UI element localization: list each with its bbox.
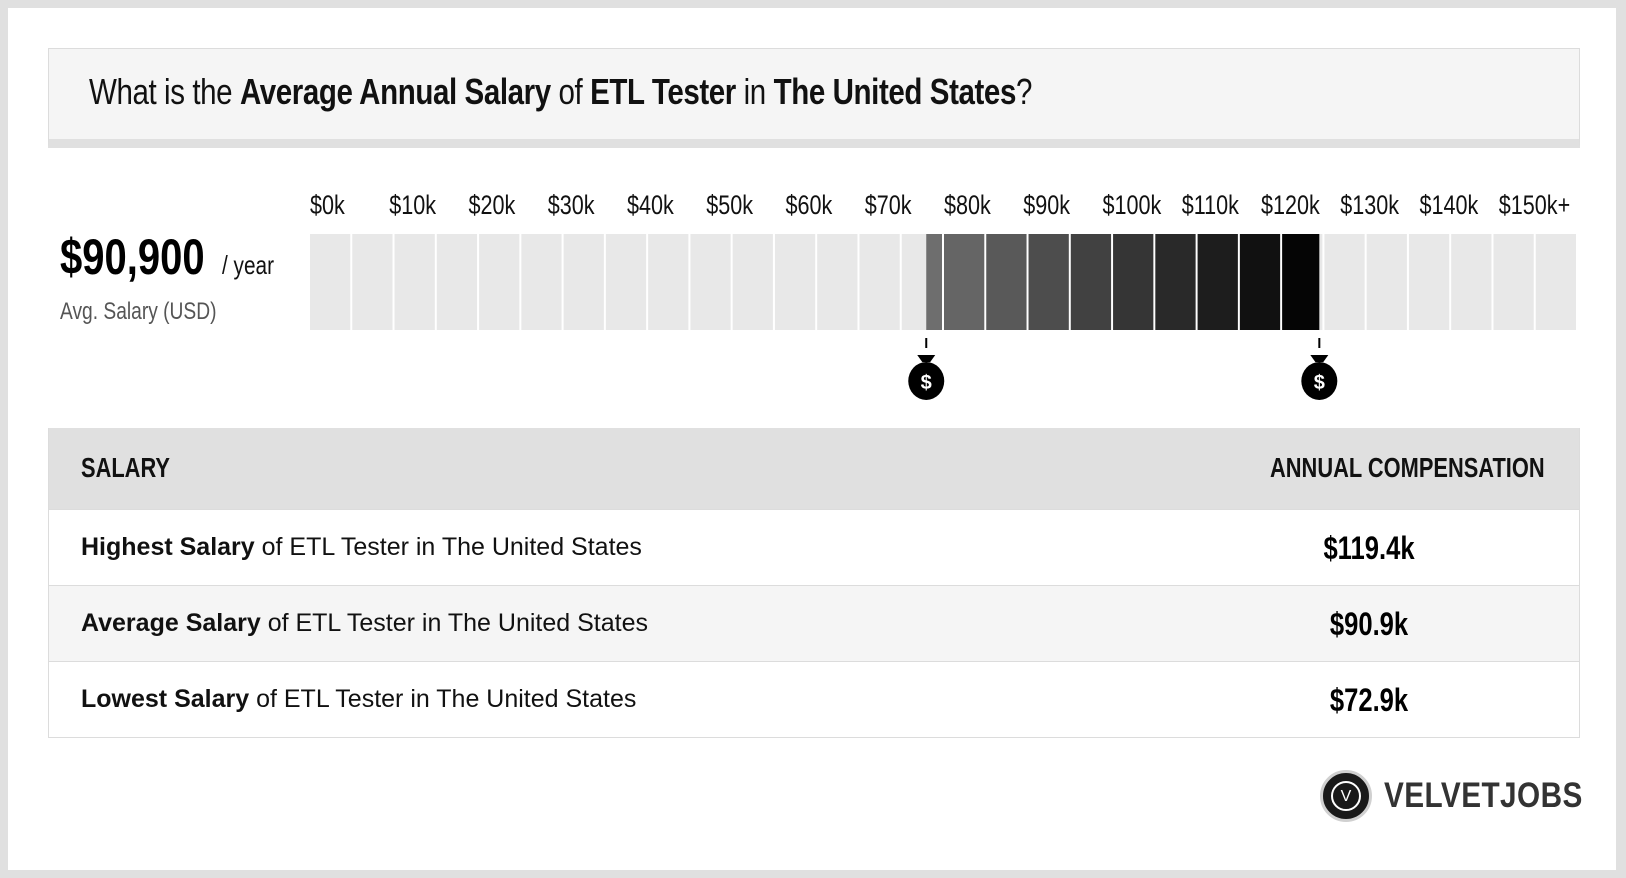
tick-label: $70k [865, 191, 913, 221]
row-value: $119.4k [1323, 530, 1415, 566]
chart-range-segment [1028, 234, 1069, 330]
average-salary-value: $90,900 [60, 229, 205, 285]
chart-range-segment [944, 234, 985, 330]
chart-segment [859, 234, 900, 330]
chart-segment [648, 234, 689, 330]
tick-label: $50k [706, 191, 754, 221]
header-annual-compensation: ANNUAL COMPENSATION [1270, 452, 1545, 483]
tick-label: $150k+ [1499, 191, 1570, 221]
tick-label: $40k [627, 191, 675, 221]
row-value: $72.9k [1329, 682, 1409, 718]
tick-label: $0k [310, 191, 345, 221]
row-label: Highest Salary of ETL Tester in The Unit… [81, 533, 642, 562]
tick-label: $140k [1420, 191, 1480, 221]
tick-label: $30k [548, 191, 596, 221]
chart-segment [563, 234, 604, 330]
money-bag-symbol: $ [1314, 372, 1325, 394]
money-bag-icon: $ [1301, 338, 1338, 400]
title-bold-salary: Average Annual Salary [239, 71, 551, 112]
tick-label: $60k [786, 191, 834, 221]
chart-segment [1324, 234, 1365, 330]
chart-range-segment [1070, 234, 1112, 330]
chart-segment [352, 234, 393, 330]
row-label-bold: Lowest Salary [81, 685, 250, 713]
tick-label: $120k [1261, 191, 1321, 221]
tick-label: $90k [1023, 191, 1071, 221]
title-prefix: What is the [89, 71, 240, 112]
chart-range-segment [1113, 234, 1154, 330]
header-salary: SALARY [81, 452, 170, 483]
tick-label: $110k [1182, 191, 1240, 221]
row-label: Lowest Salary of ETL Tester in The Unite… [81, 685, 636, 714]
chart-segment [310, 234, 351, 330]
money-bag-icon: $ [908, 338, 945, 400]
chart-segment [1535, 234, 1576, 330]
chart-range-segment [1239, 234, 1281, 330]
chart-segment [521, 234, 562, 330]
tick-label: $130k [1340, 191, 1400, 221]
row-label-bold: Average Salary [81, 609, 261, 637]
title-suffix: ? [1015, 71, 1032, 112]
row-label-rest: of ETL Tester in The United States [260, 609, 648, 637]
chart-segment [605, 234, 647, 330]
tick-label: $10k [389, 191, 437, 221]
average-salary-label: Avg. Salary (USD) [60, 298, 217, 325]
chart-segment [1366, 234, 1407, 330]
table-row-highest: Highest Salary of ETL Tester in The Unit… [49, 509, 1579, 585]
salary-table: SALARY ANNUAL COMPENSATION Highest Salar… [48, 428, 1580, 738]
title-of: of [550, 71, 591, 112]
tick-label: $100k [1103, 191, 1163, 221]
chart-segment [479, 234, 520, 330]
logo-badge-icon: V [1320, 770, 1372, 822]
logo-letter: V [1331, 781, 1361, 811]
chart-segment [394, 234, 435, 330]
row-label-bold: Highest Salary [81, 533, 255, 561]
chart-segment [1451, 234, 1492, 330]
chart-segment [774, 234, 816, 330]
average-salary-period: / year [222, 250, 275, 280]
tick-label: $80k [944, 191, 992, 221]
row-value: $90.9k [1329, 606, 1409, 642]
title-bold-location: The United States [773, 71, 1017, 112]
title-box: What is the Average Annual Salary of ETL… [48, 48, 1580, 148]
chart-range-segment [926, 234, 942, 330]
salary-range-chart: $0k $10k $20k $30k $40k $50k $60k $70k $80k $90k $… [310, 191, 1576, 400]
money-bag-symbol: $ [921, 372, 932, 394]
title-bold-job: ETL Tester [590, 71, 736, 112]
title-in: in [735, 71, 774, 112]
chart-segment [732, 234, 773, 330]
row-label: Average Salary of ETL Tester in The Unit… [81, 609, 648, 638]
chart-segment [817, 234, 858, 330]
chart-segment [1493, 234, 1534, 330]
chart-range-segment [1282, 234, 1320, 330]
chart-segment [690, 234, 731, 330]
chart-range-segment [986, 234, 1027, 330]
chart-segment [436, 234, 478, 330]
table-row-average: Average Salary of ETL Tester in The Unit… [49, 585, 1579, 661]
chart-segment [1408, 234, 1450, 330]
page-title: What is the Average Annual Salary of ETL… [89, 71, 1032, 113]
tick-label: $20k [469, 191, 517, 221]
logo-text: VELVETJOBS [1384, 776, 1583, 815]
table-header: SALARY ANNUAL COMPENSATION [49, 428, 1579, 509]
row-label-rest: of ETL Tester in The United States [254, 533, 642, 561]
chart-range-segment [1197, 234, 1238, 330]
table-row-lowest: Lowest Salary of ETL Tester in The Unite… [49, 661, 1579, 737]
row-label-rest: of ETL Tester in The United States [249, 685, 637, 713]
chart-range-segment [1155, 234, 1196, 330]
